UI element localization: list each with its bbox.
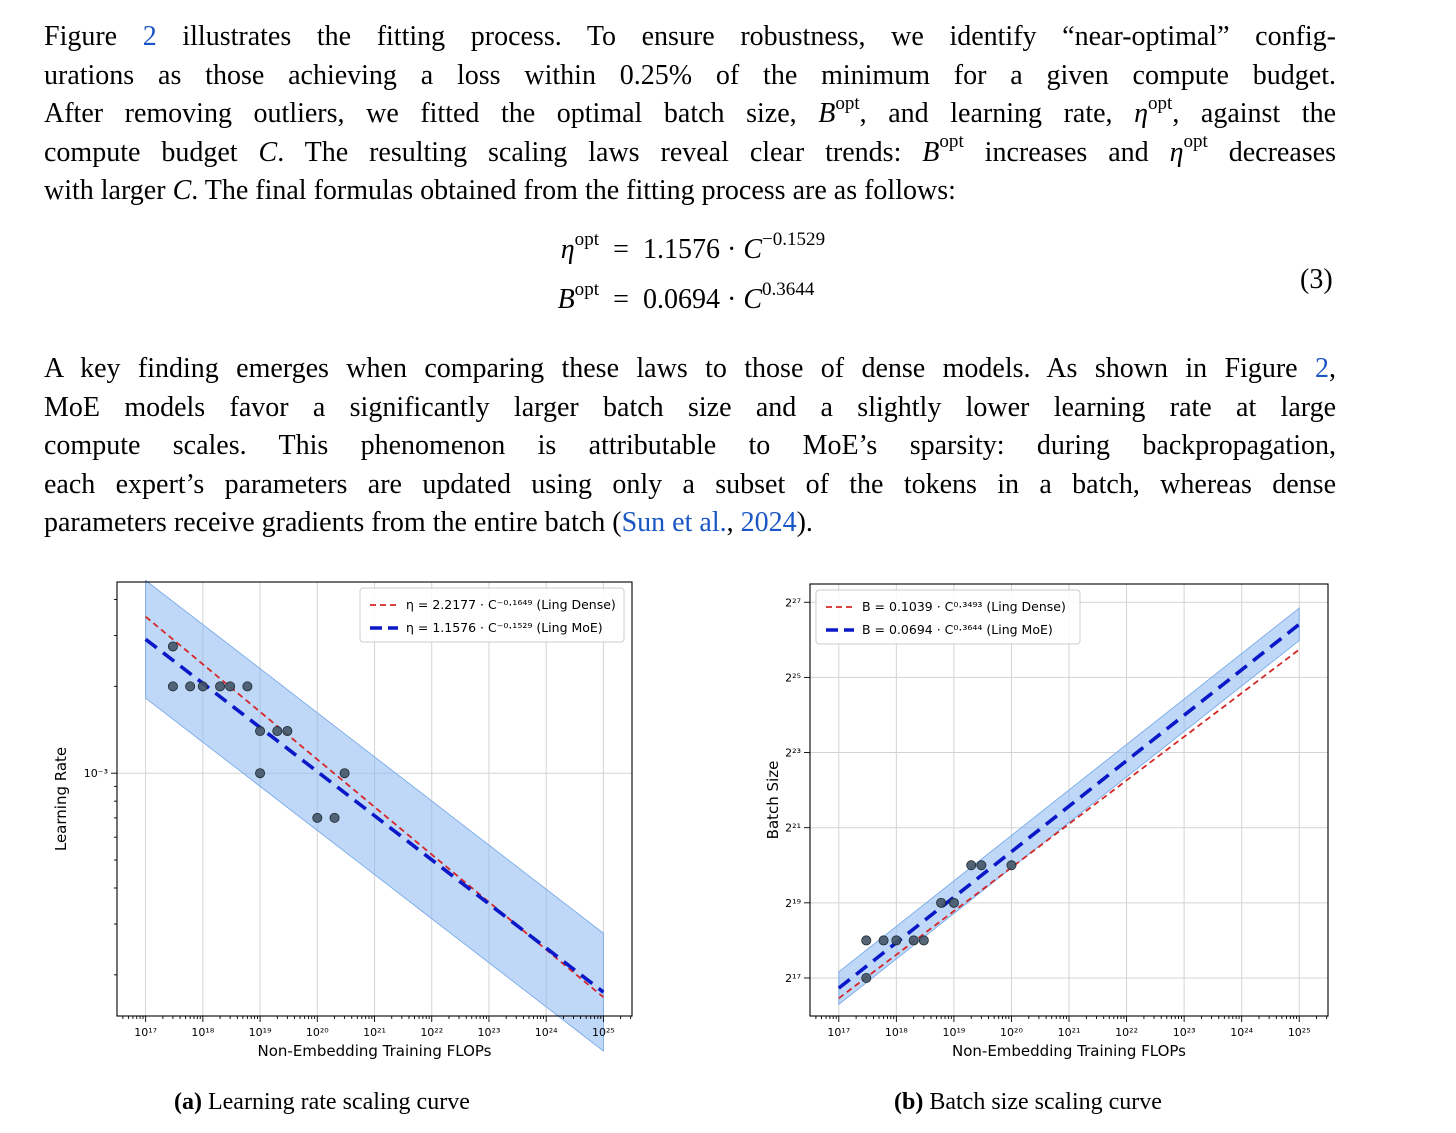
data-point bbox=[948, 897, 959, 908]
p1-line-5: with larger C. The final formulas obtain… bbox=[44, 175, 956, 206]
x-tick-label: 10¹⁹ bbox=[249, 1026, 272, 1039]
data-point bbox=[861, 972, 872, 983]
x-tick-label: 10²⁰ bbox=[306, 1026, 329, 1039]
y-tick-label: 2²³ bbox=[785, 747, 801, 760]
x-axis-label: Non-Embedding Training FLOPs bbox=[952, 1042, 1186, 1060]
p1-line-2: urations as those achieving a loss withi… bbox=[44, 59, 1336, 91]
data-point bbox=[255, 726, 266, 737]
y-tick-label: 2²⁷ bbox=[785, 596, 801, 609]
caption-b: (b) Batch size scaling curve bbox=[894, 1089, 1162, 1115]
p1-line-4: compute budget C. The resulting scaling … bbox=[44, 131, 1336, 168]
data-point bbox=[861, 935, 872, 946]
x-tick-label: 10²² bbox=[1115, 1026, 1138, 1039]
legend-box bbox=[359, 587, 625, 643]
equation-number: (3) bbox=[1300, 264, 1333, 295]
data-point bbox=[255, 768, 266, 779]
x-tick-label: 10¹⁹ bbox=[942, 1026, 965, 1039]
equation-block: ηopt = 1.1576 · C−0.1529 Bopt = 0.0694 · C0.… bbox=[535, 228, 955, 328]
data-point bbox=[329, 812, 340, 823]
learning-rate-chart: 10¹⁷ 10¹⁸ 10¹⁹ 10²⁰ 10²¹ 10²² 10²³ 10²⁴ 10²⁵ 10⁻³… bbox=[52, 579, 633, 1060]
x-tick-label: 10¹⁸ bbox=[191, 1026, 214, 1039]
legend-moe-label: η = 1.1576 · C⁻⁰·¹⁵²⁹ (Ling MoE) bbox=[406, 620, 603, 635]
moe-fit-line bbox=[837, 622, 1301, 990]
data-point bbox=[225, 681, 236, 692]
p2-line-4: each expert’s parameters are updated usi… bbox=[44, 468, 1336, 500]
x-axis-label: Non-Embedding Training FLOPs bbox=[258, 1042, 492, 1060]
figure-ref-link[interactable]: 2 bbox=[142, 21, 157, 52]
y-axis-label: Learning Rate bbox=[52, 747, 70, 851]
paragraph-2: A key finding emerges when comparing the… bbox=[44, 350, 1336, 543]
data-point bbox=[908, 935, 919, 946]
x-tick-label: 10²⁴ bbox=[535, 1026, 558, 1039]
data-point bbox=[282, 726, 293, 737]
p1-line-1: Figure 2 illustrates the fitting process… bbox=[44, 21, 1336, 52]
x-tick-label: 10¹⁷ bbox=[827, 1026, 850, 1039]
x-tick-label: 10²⁴ bbox=[1230, 1026, 1253, 1039]
data-point bbox=[312, 812, 323, 823]
x-tick-label: 10²³ bbox=[1173, 1026, 1196, 1039]
p2-line-1: A key finding emerges when comparing the… bbox=[44, 353, 1336, 384]
data-point bbox=[976, 860, 987, 871]
data-point bbox=[215, 681, 226, 692]
batch-size-chart: 10¹⁷ 10¹⁸ 10¹⁹ 10²⁰ 10²¹ 10²² 10²³ 10²⁴ 10²⁵ 2¹⁷ 2… bbox=[764, 583, 1329, 1060]
x-tick-label: 10²⁰ bbox=[1000, 1026, 1023, 1039]
p2-line-2: MoE models favor a significantly larger … bbox=[44, 391, 1336, 423]
grid-lines bbox=[810, 584, 1328, 1016]
x-tick-label: 10²³ bbox=[478, 1026, 501, 1039]
p2-line-5: parameters receive gradients from the en… bbox=[44, 507, 813, 538]
legend-dense-label: B = 0.1039 · C⁰·³⁴⁹³ (Ling Dense) bbox=[862, 599, 1066, 614]
citation-link-year[interactable]: 2024 bbox=[740, 507, 797, 538]
data-point bbox=[242, 681, 253, 692]
x-tick-label: 10²⁵ bbox=[592, 1026, 615, 1039]
data-point bbox=[891, 935, 902, 946]
y-tick-label: 2²⁵ bbox=[785, 671, 801, 684]
data-point bbox=[272, 726, 283, 737]
legend-moe-label: B = 0.0694 · C⁰·³⁶⁴⁴ (Ling MoE) bbox=[862, 622, 1053, 637]
data-point bbox=[878, 935, 889, 946]
data-point bbox=[167, 641, 178, 652]
data-point bbox=[936, 897, 947, 908]
legend-dense-label: η = 2.2177 · C⁻⁰·¹⁶⁴⁹ (Ling Dense) bbox=[406, 597, 616, 612]
data-point bbox=[966, 860, 977, 871]
data-point bbox=[918, 935, 929, 946]
legend: η = 2.2177 · C⁻⁰·¹⁶⁴⁹ (Ling Dense) η = 1.… bbox=[359, 587, 625, 643]
data-point bbox=[197, 681, 208, 692]
equation-eta: ηopt = 1.1576 · C−0.1529 bbox=[560, 228, 826, 265]
x-tick-label: 10¹⁸ bbox=[885, 1026, 908, 1039]
x-tick-label: 10²¹ bbox=[363, 1026, 386, 1039]
x-tick-label: 10²⁵ bbox=[1288, 1026, 1311, 1039]
data-point bbox=[167, 681, 178, 692]
y-tick-label: 2²¹ bbox=[785, 822, 801, 835]
p1-line-3: After removing outliers, we fitted the o… bbox=[44, 92, 1337, 129]
data-point bbox=[339, 768, 350, 779]
x-tick-label: 10²² bbox=[420, 1026, 443, 1039]
x-tick-label: 10²¹ bbox=[1058, 1026, 1081, 1039]
y-tick-label: 10⁻³ bbox=[84, 767, 108, 780]
data-point bbox=[1006, 860, 1017, 871]
caption-a: (a) Learning rate scaling curve bbox=[174, 1089, 470, 1115]
y-tick-label: 2¹⁹ bbox=[785, 897, 801, 910]
equation-batch: Bopt = 0.0694 · C0.3644 bbox=[557, 278, 815, 315]
figure-ref-link[interactable]: 2 bbox=[1315, 353, 1329, 384]
dense-fit-line bbox=[838, 648, 1300, 1000]
y-tick-label: 2¹⁷ bbox=[785, 972, 801, 985]
y-axis-label: Batch Size bbox=[764, 761, 782, 840]
data-point bbox=[185, 681, 196, 692]
legend: B = 0.1039 · C⁰·³⁴⁹³ (Ling Dense) B = 0.0… bbox=[815, 589, 1081, 645]
legend-box bbox=[815, 589, 1081, 645]
p2-line-3: compute scales. This phenomenon is attri… bbox=[44, 430, 1336, 461]
moe-fit-line bbox=[144, 637, 605, 994]
paragraph-1: Figure 2 illustrates the fitting process… bbox=[44, 18, 1336, 211]
x-tick-label: 10¹⁷ bbox=[134, 1026, 157, 1039]
citation-link-authors[interactable]: Sun et al. bbox=[621, 507, 727, 538]
